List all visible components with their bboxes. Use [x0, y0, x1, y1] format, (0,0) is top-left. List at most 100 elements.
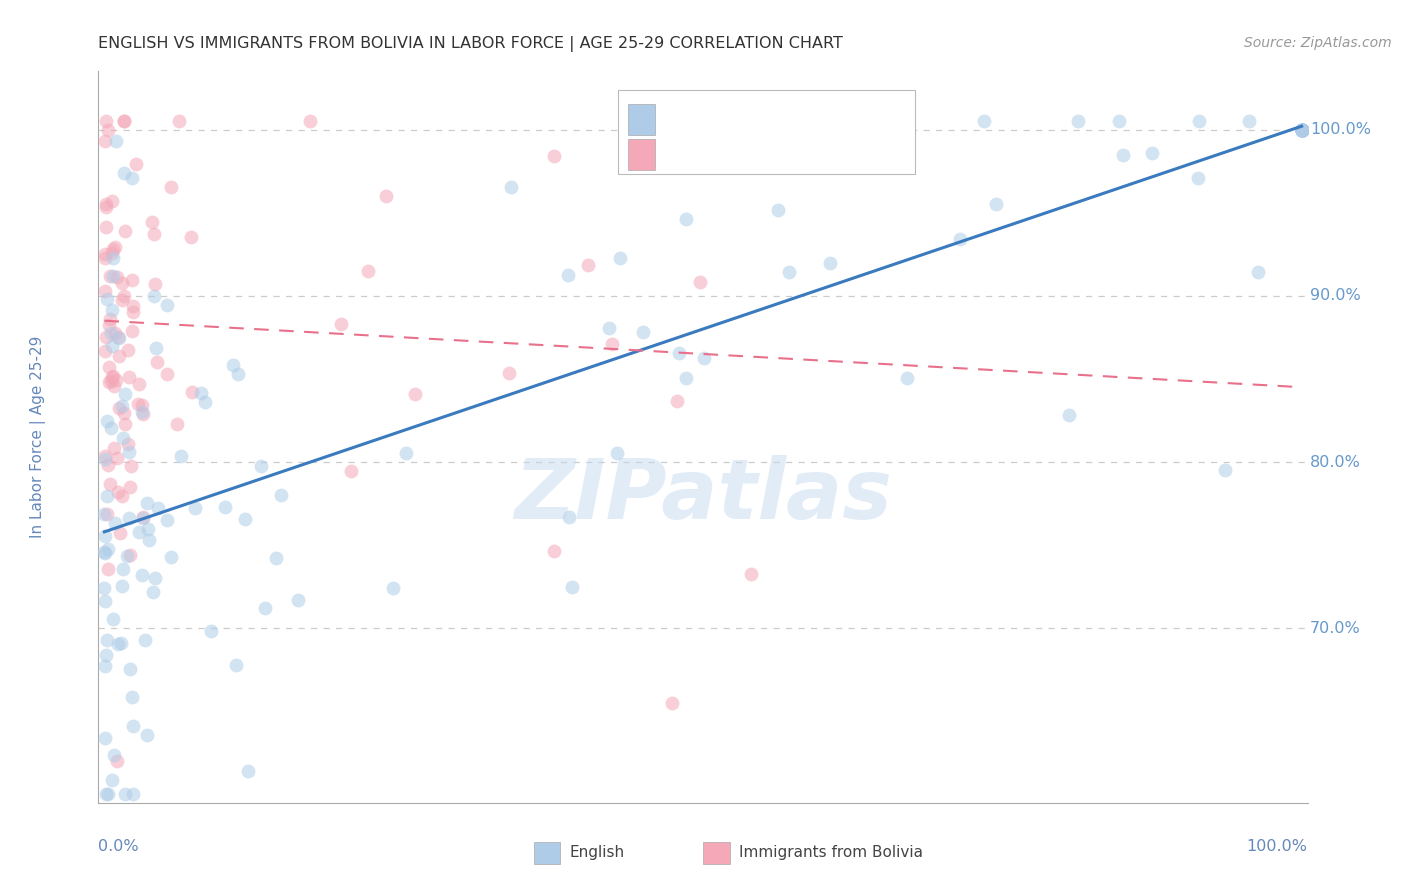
Point	[576, 258, 599, 272]
Text: Source: ZipAtlas.com: Source: ZipAtlas.com	[1244, 36, 1392, 50]
Point	[108, 330, 131, 344]
Point	[112, 114, 135, 128]
Point	[96, 788, 118, 802]
Point	[131, 398, 153, 412]
Point	[97, 788, 120, 802]
Point	[1188, 114, 1211, 128]
Point	[136, 728, 159, 742]
Point	[949, 232, 972, 246]
Point	[118, 445, 141, 459]
Point	[94, 251, 117, 265]
Point	[105, 270, 128, 285]
Text: ENGLISH VS IMMIGRANTS FROM BOLIVIA IN LABOR FORCE | AGE 25-29 CORRELATION CHART: ENGLISH VS IMMIGRANTS FROM BOLIVIA IN LA…	[98, 36, 844, 52]
Point	[143, 277, 166, 292]
Point	[600, 337, 623, 351]
Point	[740, 566, 762, 581]
Point	[148, 500, 170, 515]
Point	[1237, 114, 1260, 128]
Point	[233, 512, 256, 526]
Point	[184, 501, 207, 516]
Point	[100, 421, 122, 435]
Point	[121, 788, 143, 802]
Point	[1291, 122, 1313, 136]
Point	[107, 484, 129, 499]
Point	[141, 215, 163, 229]
Point	[142, 584, 165, 599]
Point	[111, 276, 134, 290]
Point	[200, 624, 222, 638]
Point	[675, 371, 697, 385]
Point	[264, 550, 287, 565]
Point	[180, 230, 202, 244]
Point	[558, 509, 581, 524]
Point	[1108, 114, 1130, 128]
Point	[287, 592, 309, 607]
Point	[104, 516, 127, 531]
Bar	[534, 841, 561, 863]
Bar	[628, 104, 655, 135]
Point	[98, 311, 121, 326]
Point	[973, 114, 995, 128]
Point	[181, 385, 204, 400]
Point	[1057, 409, 1080, 423]
Point	[775, 114, 797, 128]
Point	[1291, 122, 1313, 136]
Point	[498, 366, 520, 380]
Point	[101, 303, 124, 318]
Point	[131, 510, 153, 524]
Point	[1291, 122, 1313, 136]
Point	[101, 338, 124, 352]
Point	[131, 405, 153, 419]
Point	[190, 386, 212, 401]
Point	[818, 256, 841, 270]
Point	[159, 550, 181, 565]
Point	[94, 134, 117, 148]
Point	[117, 343, 139, 357]
Point	[112, 288, 135, 302]
Point	[103, 268, 125, 283]
Point	[135, 496, 157, 510]
Point	[194, 395, 217, 409]
Point	[340, 464, 363, 478]
Point	[107, 330, 129, 344]
Point	[1291, 122, 1313, 136]
Point	[101, 612, 124, 626]
Point	[557, 268, 579, 283]
Point	[94, 529, 117, 543]
Point	[98, 268, 121, 283]
Point	[128, 524, 150, 539]
Point	[98, 318, 121, 332]
Point	[127, 397, 149, 411]
Point	[93, 507, 115, 521]
Point	[120, 459, 142, 474]
Point	[1291, 122, 1313, 136]
Text: 70.0%: 70.0%	[1310, 621, 1361, 636]
Point	[105, 134, 128, 148]
Point	[114, 417, 136, 432]
Point	[145, 341, 167, 355]
Point	[778, 265, 800, 279]
Text: 80.0%: 80.0%	[1310, 455, 1361, 469]
Point	[156, 513, 179, 527]
Point	[115, 549, 138, 563]
Point	[1291, 122, 1313, 136]
Point	[1291, 122, 1313, 136]
Point	[100, 476, 122, 491]
Point	[105, 754, 128, 768]
Point	[96, 292, 118, 306]
Point	[121, 325, 143, 339]
Point	[93, 449, 115, 463]
Point	[1291, 122, 1313, 136]
Point	[167, 114, 190, 128]
Point	[222, 358, 245, 372]
Point	[122, 719, 145, 733]
Point	[499, 180, 522, 194]
Point	[101, 369, 124, 384]
Point	[100, 326, 122, 340]
Point	[661, 696, 683, 710]
Point	[1111, 148, 1133, 162]
Point	[160, 180, 183, 194]
Point	[1291, 122, 1313, 136]
Point	[156, 298, 179, 312]
Point	[94, 452, 117, 467]
